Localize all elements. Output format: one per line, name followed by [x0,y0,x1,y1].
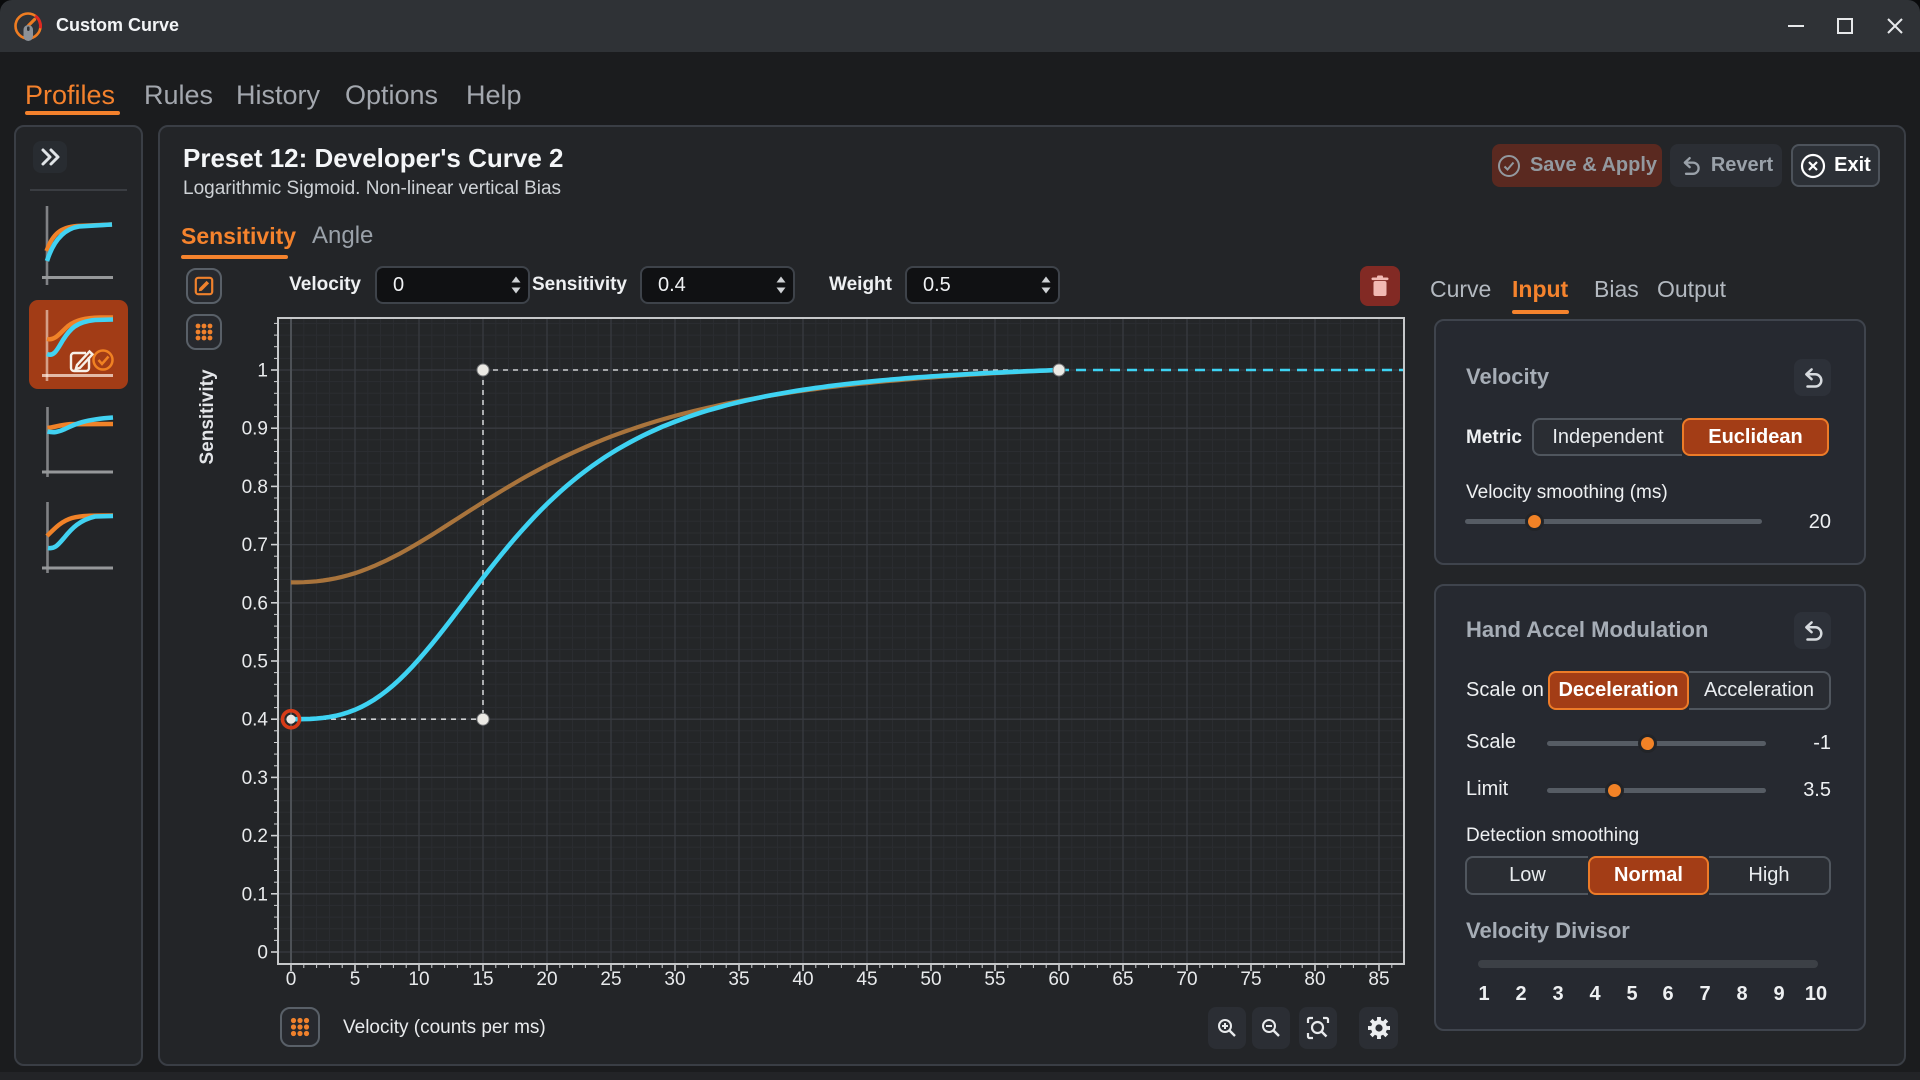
svg-text:0.3: 0.3 [242,768,268,789]
svg-text:0.8: 0.8 [242,477,268,498]
svg-text:0.9: 0.9 [242,419,268,440]
svg-text:20: 20 [536,969,557,990]
svg-text:10: 10 [408,969,429,990]
svg-text:Sensitivity: Sensitivity [197,369,218,464]
svg-text:40: 40 [792,969,813,990]
svg-text:0.6: 0.6 [242,593,268,614]
svg-text:0.2: 0.2 [242,826,268,847]
svg-text:75: 75 [1240,969,1261,990]
svg-text:1: 1 [257,361,268,382]
svg-text:15: 15 [472,969,493,990]
svg-text:0: 0 [286,969,297,990]
svg-text:70: 70 [1176,969,1197,990]
svg-text:5: 5 [350,969,361,990]
svg-text:50: 50 [920,969,941,990]
svg-text:0.4: 0.4 [242,710,269,731]
svg-text:0: 0 [257,943,268,964]
svg-text:65: 65 [1112,969,1133,990]
svg-text:85: 85 [1368,969,1389,990]
svg-text:55: 55 [984,969,1005,990]
svg-text:0.1: 0.1 [242,884,268,905]
svg-text:25: 25 [600,969,621,990]
svg-text:45: 45 [856,969,877,990]
svg-text:30: 30 [664,969,685,990]
svg-text:35: 35 [728,969,749,990]
svg-text:0.5: 0.5 [242,652,268,673]
svg-text:60: 60 [1048,969,1069,990]
svg-text:0.7: 0.7 [242,535,268,556]
svg-text:80: 80 [1304,969,1325,990]
